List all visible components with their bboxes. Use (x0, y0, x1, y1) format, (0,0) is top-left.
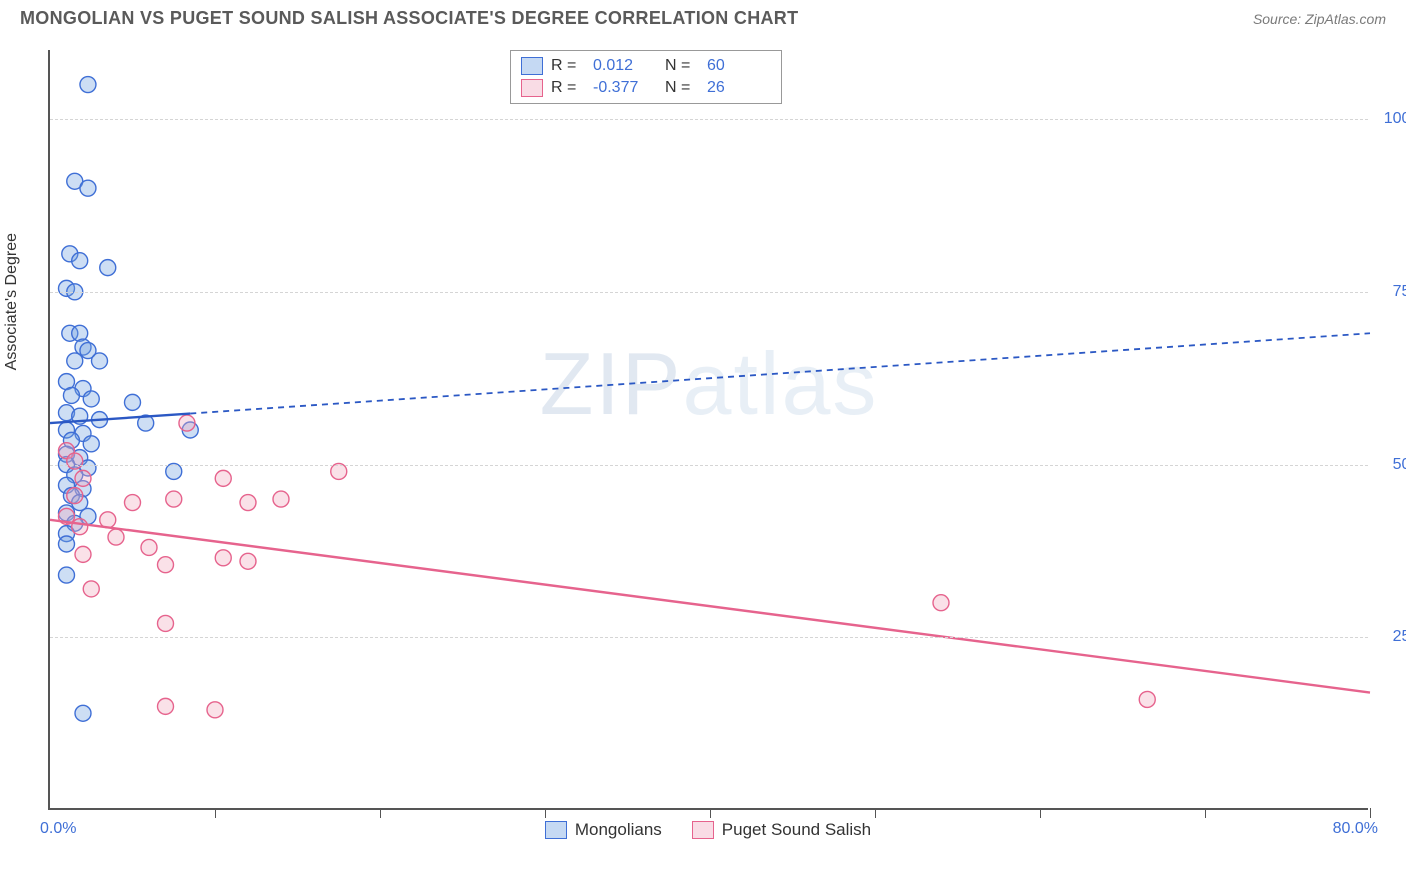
scatter-point (75, 705, 91, 721)
scatter-point (158, 698, 174, 714)
scatter-point (240, 553, 256, 569)
scatter-point (67, 488, 83, 504)
y-tick-label: 25.0% (1393, 628, 1406, 646)
legend-n-value: 60 (707, 57, 771, 75)
scatter-point (166, 491, 182, 507)
scatter-point (207, 702, 223, 718)
scatter-point (83, 581, 99, 597)
legend-swatch (521, 79, 543, 97)
x-tick (380, 808, 381, 818)
gridline (50, 292, 1368, 293)
scatter-point (158, 557, 174, 573)
scatter-point (92, 353, 108, 369)
legend-stat-row: R = -0.377 N = 26 (521, 77, 771, 99)
scatter-point (75, 546, 91, 562)
legend-r-value: 0.012 (593, 57, 657, 75)
scatter-point (158, 615, 174, 631)
y-axis-title: Associate's Degree (3, 233, 21, 370)
trend-line-dashed (190, 333, 1370, 413)
scatter-point (331, 463, 347, 479)
trend-line-solid (50, 520, 1370, 693)
scatter-svg (50, 50, 1368, 808)
scatter-point (83, 391, 99, 407)
scatter-point (166, 463, 182, 479)
legend-series-label: Puget Sound Salish (722, 820, 871, 840)
scatter-point (80, 77, 96, 93)
legend-swatch (521, 57, 543, 75)
chart-title: MONGOLIAN VS PUGET SOUND SALISH ASSOCIAT… (20, 8, 798, 29)
y-tick-label: 100.0% (1384, 110, 1406, 128)
scatter-point (72, 519, 88, 535)
y-tick-label: 50.0% (1393, 456, 1406, 474)
scatter-point (273, 491, 289, 507)
scatter-point (59, 536, 75, 552)
scatter-point (125, 394, 141, 410)
scatter-point (125, 495, 141, 511)
legend-r-value: -0.377 (593, 79, 657, 97)
x-tick (1040, 808, 1041, 818)
scatter-point (67, 353, 83, 369)
legend-n-label: N = (665, 57, 699, 75)
scatter-point (1139, 691, 1155, 707)
scatter-point (141, 539, 157, 555)
scatter-point (59, 567, 75, 583)
gridline (50, 637, 1368, 638)
x-tick (1370, 808, 1371, 818)
x-tick (215, 808, 216, 818)
scatter-point (100, 260, 116, 276)
y-tick-label: 75.0% (1393, 283, 1406, 301)
scatter-point (67, 453, 83, 469)
scatter-point (215, 470, 231, 486)
legend-stat-row: R = 0.012 N = 60 (521, 55, 771, 77)
scatter-point (100, 512, 116, 528)
legend-n-value: 26 (707, 79, 771, 97)
legend-series-item: Puget Sound Salish (692, 820, 871, 840)
scatter-point (108, 529, 124, 545)
x-tick (710, 808, 711, 818)
chart-plot-area: ZIPatlas R =0.012N =60R =-0.377N =26 25.… (48, 50, 1368, 810)
scatter-point (72, 253, 88, 269)
series-legend: Mongolians Puget Sound Salish (48, 820, 1368, 840)
gridline (50, 465, 1368, 466)
scatter-point (933, 595, 949, 611)
x-tick (545, 808, 546, 818)
scatter-point (83, 436, 99, 452)
scatter-point (240, 495, 256, 511)
x-tick (875, 808, 876, 818)
legend-swatch (545, 821, 567, 839)
legend-swatch (692, 821, 714, 839)
correlation-legend: R = 0.012 N = 60 R = -0.377 N = 26 (510, 50, 782, 104)
legend-r-label: R = (551, 79, 585, 97)
legend-r-label: R = (551, 57, 585, 75)
scatter-point (80, 180, 96, 196)
legend-series-item: Mongolians (545, 820, 662, 840)
scatter-point (215, 550, 231, 566)
legend-series-label: Mongolians (575, 820, 662, 840)
source-label: Source: ZipAtlas.com (1253, 11, 1386, 27)
scatter-point (75, 470, 91, 486)
scatter-point (179, 415, 195, 431)
gridline (50, 119, 1368, 120)
x-tick (1205, 808, 1206, 818)
legend-n-label: N = (665, 79, 699, 97)
scatter-point (63, 387, 79, 403)
